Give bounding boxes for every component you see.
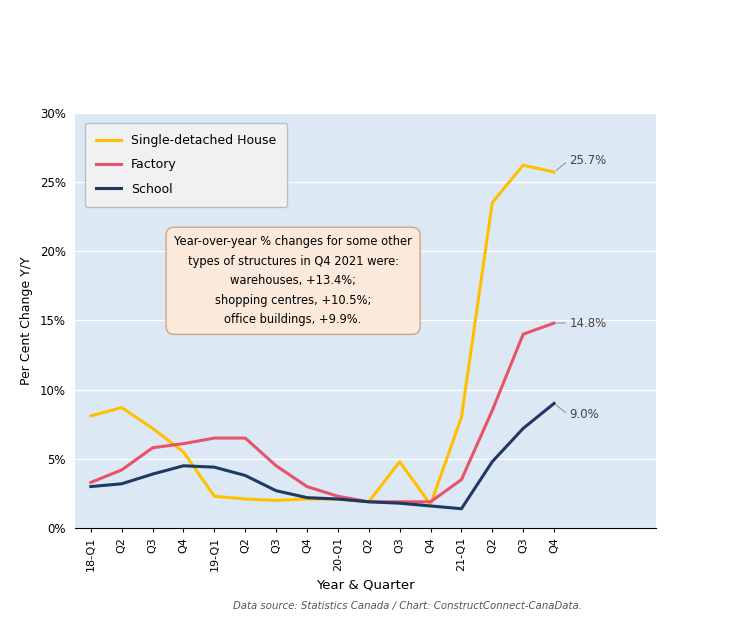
Single-detached House [148,424,157,432]
Text: (11-City Composites): (11-City Composites) [279,66,475,84]
Y-axis label: Per Cent Change Y/Y: Per Cent Change Y/Y [20,256,32,384]
School [271,487,280,494]
Single-detached House [86,412,95,419]
Single-detached House [550,168,559,176]
Text: Year-over-year % changes for some other
types of structures in Q4 2021 were:
war: Year-over-year % changes for some other … [174,236,412,326]
Factory [241,434,250,442]
School [519,424,528,432]
Text: 14.8%: 14.8% [569,317,607,329]
Text: 9.0%: 9.0% [569,408,599,421]
Single-detached House [364,498,373,506]
Line: Single-detached House: Single-detached House [90,165,554,504]
Factory [117,466,126,474]
Factory [488,407,497,414]
Factory [550,319,559,327]
School [302,494,311,501]
Single-detached House [271,497,280,504]
Factory [179,440,188,448]
Factory [426,498,435,506]
Single-detached House [210,492,219,500]
Factory [302,482,311,490]
School [364,498,373,506]
School [241,472,250,479]
School [179,462,188,469]
School [426,503,435,510]
School [210,463,219,471]
School [550,400,559,408]
Factory [333,492,342,500]
Factory [271,462,280,469]
Single-detached House [519,161,528,169]
Line: Factory: Factory [90,323,554,502]
School [117,480,126,488]
Single-detached House [426,501,435,508]
Text: Data source: Statistics Canada / Chart: ConstructConnect-CanaData.: Data source: Statistics Canada / Chart: … [233,601,581,611]
School [457,505,466,512]
Legend: Single-detached House, Factory, School: Single-detached House, Factory, School [84,123,287,207]
Factory [519,331,528,338]
Factory [364,498,373,506]
Text: 25.7%: 25.7% [569,154,607,168]
School [395,499,404,507]
Factory [148,444,157,451]
Text: CANADA BUILDING CONSTRUCTION PRICE INDICES (Part 2): CANADA BUILDING CONSTRUCTION PRICE INDIC… [103,32,651,51]
Factory [457,476,466,483]
X-axis label: Year & Quarter: Year & Quarter [317,578,415,591]
Single-detached House [457,414,466,421]
School [148,471,157,478]
Single-detached House [395,458,404,466]
Factory [86,479,95,486]
School [333,495,342,502]
Single-detached House [241,495,250,502]
School [488,458,497,466]
Factory [395,498,404,506]
School [86,482,95,490]
Single-detached House [488,199,497,206]
Single-detached House [117,404,126,411]
Single-detached House [302,495,311,502]
Line: School: School [90,404,554,509]
Factory [210,434,219,442]
Single-detached House [333,495,342,502]
Single-detached House [179,448,188,456]
